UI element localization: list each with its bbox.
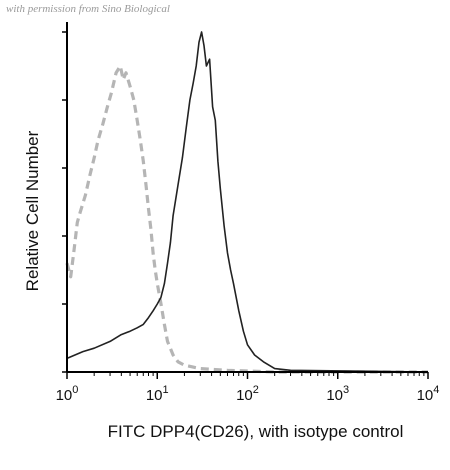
axis-labels: 100 101 102 103 104 FITC DPP4(CD26), with iso… xyxy=(23,130,439,441)
plot-area xyxy=(65,31,429,374)
x-tick-label: 104 xyxy=(417,384,440,404)
x-tick-label: 100 xyxy=(56,384,79,404)
series-dpp4-cd26 xyxy=(66,31,429,373)
axes xyxy=(62,22,429,379)
series-isotype-control xyxy=(65,64,428,374)
y-axis-title: Relative Cell Number xyxy=(23,130,42,291)
x-tick-label: 103 xyxy=(326,384,349,404)
watermark-text: with permission from Sino Biological xyxy=(6,3,170,15)
x-tick-label: 101 xyxy=(146,384,169,404)
x-axis-title: FITC DPP4(CD26), with isotype control xyxy=(108,422,404,441)
x-tick-label: 102 xyxy=(236,384,259,404)
